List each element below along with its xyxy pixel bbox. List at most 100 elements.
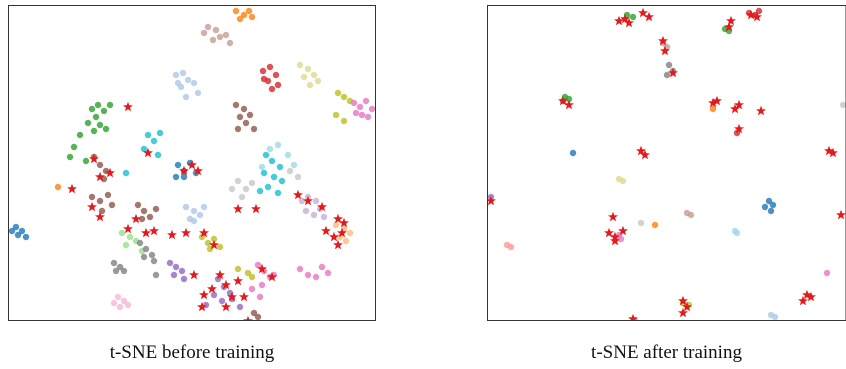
cluster-point: [22, 233, 30, 241]
cluster-point: [126, 233, 134, 241]
cluster-point: [70, 143, 78, 151]
cluster-point: [302, 207, 310, 215]
cluster-point: [362, 97, 370, 105]
cluster-point: [114, 293, 122, 301]
cluster-point: [324, 269, 332, 277]
cluster-point: [218, 297, 226, 305]
cluster-point: [200, 203, 208, 211]
cluster-point: [182, 203, 190, 211]
cluster-point: [94, 101, 102, 109]
star-marker: [257, 263, 267, 274]
left-chart-caption: t-SNE before training: [109, 342, 275, 363]
cluster-point: [248, 285, 256, 293]
cluster-point: [342, 237, 350, 245]
left-scatter-plot: [8, 5, 376, 321]
cluster-point: [306, 81, 314, 89]
star-marker: [724, 21, 734, 32]
star-marker: [756, 105, 766, 116]
star-marker: [131, 213, 141, 224]
star-marker: [558, 95, 568, 106]
star-marker: [207, 283, 217, 294]
star-marker: [95, 211, 105, 222]
cluster-point: [90, 127, 98, 135]
cluster-point: [76, 131, 84, 139]
cluster-point: [212, 26, 220, 34]
cluster-point: [294, 173, 302, 181]
cluster-point: [170, 271, 178, 279]
cluster-point: [124, 301, 132, 309]
cluster-point: [216, 243, 224, 251]
star-marker: [215, 269, 225, 280]
cluster-point: [106, 101, 114, 109]
cluster-point: [823, 269, 831, 277]
cluster-point: [18, 227, 26, 235]
cluster-point: [733, 229, 741, 237]
cluster-point: [310, 71, 318, 79]
cluster-point: [242, 119, 250, 127]
cluster-point: [368, 105, 376, 113]
star-marker: [167, 229, 177, 240]
cluster-point: [312, 273, 320, 281]
cluster-point: [152, 205, 160, 213]
cluster-point: [332, 111, 340, 119]
cluster-point: [96, 121, 104, 129]
cluster-point: [154, 151, 162, 159]
cluster-point: [118, 229, 126, 237]
star-marker: [610, 235, 620, 246]
star-marker: [678, 295, 688, 306]
cluster-point: [222, 31, 230, 39]
cluster-point: [104, 191, 112, 199]
cluster-point: [767, 207, 775, 215]
cluster-point: [178, 267, 186, 275]
star-marker: [628, 313, 638, 321]
star-marker: [668, 67, 678, 78]
star-marker: [608, 211, 618, 222]
right-chart-caption: t-SNE after training: [591, 342, 742, 363]
cluster-point: [190, 217, 198, 225]
cluster-point: [296, 61, 304, 69]
star-marker: [87, 201, 97, 212]
star-marker: [802, 289, 812, 300]
star-marker: [564, 99, 574, 110]
star-marker: [638, 7, 648, 18]
star-marker: [620, 13, 630, 24]
right-chart-panel: [487, 5, 846, 321]
cluster-point: [156, 129, 164, 137]
cluster-point: [88, 193, 96, 201]
cluster-point: [318, 263, 326, 271]
cluster-point: [96, 197, 104, 205]
cluster-point: [617, 235, 625, 243]
star-marker: [734, 99, 744, 110]
cluster-point: [92, 113, 100, 121]
cluster-point: [234, 265, 242, 273]
star-marker: [712, 95, 722, 106]
cluster-point: [12, 223, 20, 231]
cluster-point: [134, 201, 142, 209]
cluster-point: [96, 161, 104, 169]
star-marker: [636, 145, 646, 156]
cluster-point: [709, 105, 717, 113]
cluster-point: [274, 141, 282, 149]
cluster-point: [200, 29, 208, 37]
cluster-point: [298, 197, 306, 205]
cluster-point: [244, 269, 252, 277]
cluster-point: [54, 183, 62, 191]
star-marker: [89, 153, 99, 164]
cluster-point: [310, 211, 318, 219]
cluster-point: [238, 193, 246, 201]
cluster-point: [332, 221, 340, 229]
right-scatter-plot: [487, 5, 846, 321]
star-marker: [752, 11, 762, 22]
cluster-point: [110, 299, 118, 307]
cluster-point: [569, 149, 577, 157]
cluster-point: [210, 291, 218, 299]
star-marker: [181, 227, 191, 238]
cluster-point: [260, 75, 268, 83]
cluster-point: [364, 113, 372, 121]
cluster-point: [140, 207, 148, 215]
cluster-point: [304, 271, 312, 279]
cluster-point: [210, 235, 218, 243]
star-marker: [604, 227, 614, 238]
star-marker: [199, 289, 209, 300]
star-marker: [233, 275, 243, 286]
